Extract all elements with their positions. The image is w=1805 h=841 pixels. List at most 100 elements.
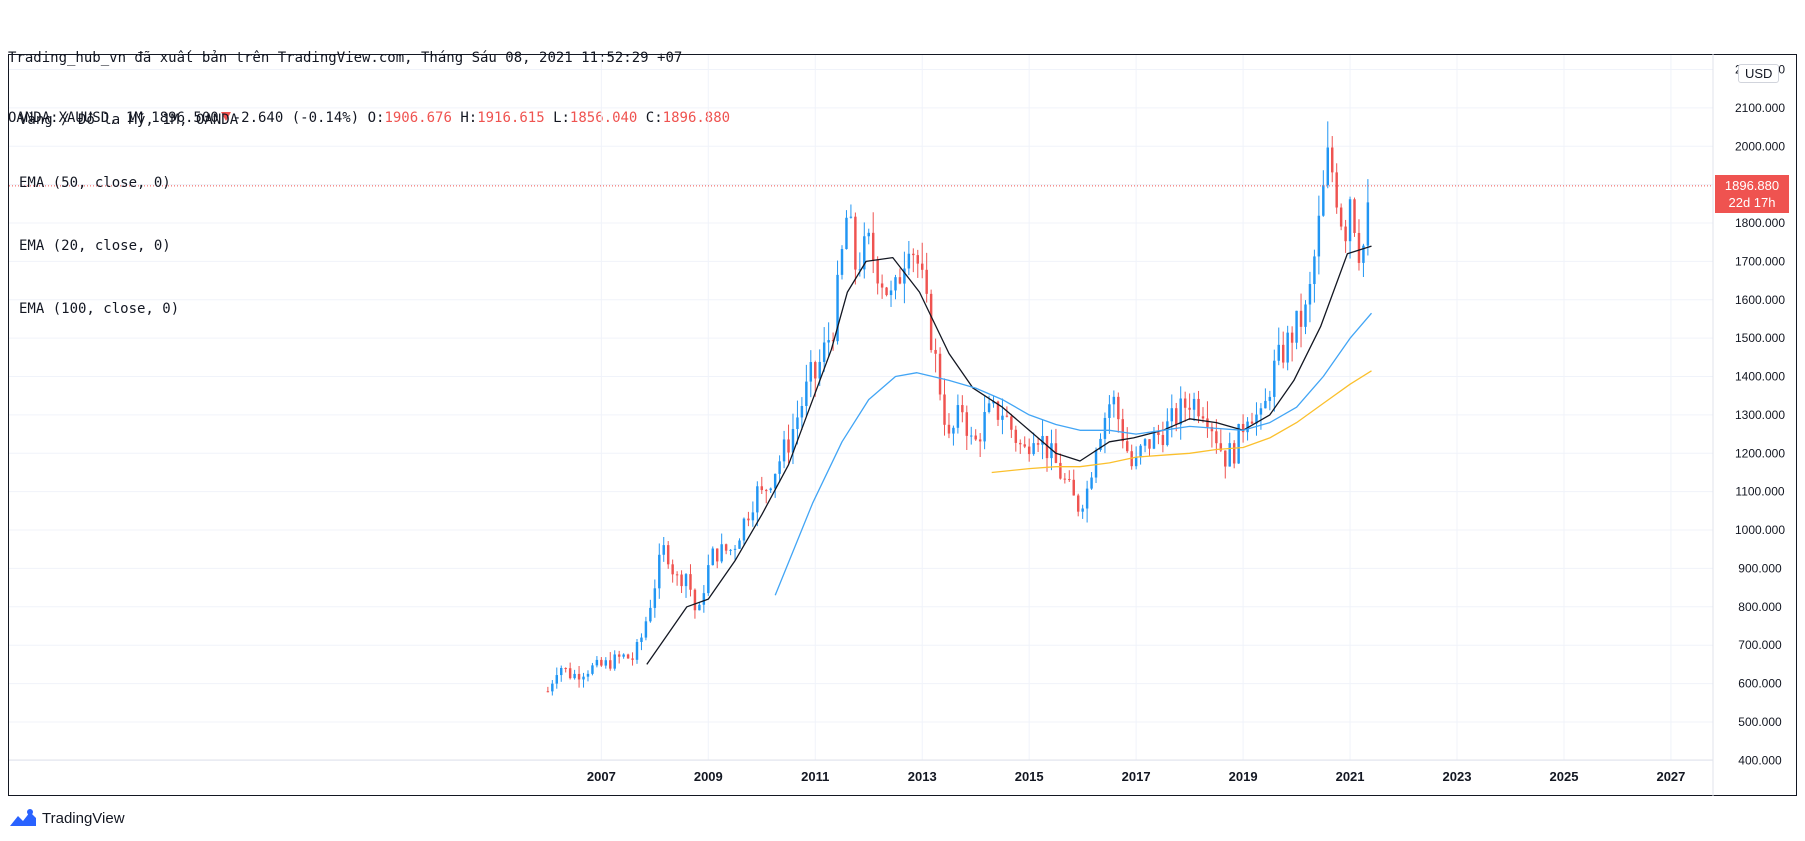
x-tick-label: 2025 (1550, 769, 1579, 784)
candle-body (1139, 445, 1142, 458)
candle-body (693, 589, 697, 611)
candle-body (1152, 432, 1156, 449)
low-value: 1856.040 (569, 110, 638, 126)
candle-body (756, 486, 759, 513)
legend-title: Vàng / Đô la Mỹ, 1M, OANDA (19, 112, 239, 128)
candle-body (622, 654, 625, 657)
y-tick-label: 400.000 (1738, 753, 1782, 767)
candle-body (920, 263, 924, 270)
candle-body (769, 488, 772, 491)
candle-body (1344, 226, 1347, 242)
y-tick-label: 1600.000 (1735, 293, 1785, 307)
x-tick-label: 2007 (587, 769, 616, 784)
x-tick-label: 2021 (1336, 769, 1365, 784)
candle-body (938, 353, 942, 395)
legend-ema20[interactable]: EMA (20, close, 0) (19, 238, 171, 254)
candle-body (1268, 396, 1272, 401)
tradingview-logo-icon[interactable] (8, 808, 38, 828)
candle-body (1041, 435, 1044, 445)
candle-body (1308, 284, 1312, 305)
candle-body (760, 486, 764, 491)
candle-body (1001, 415, 1004, 420)
candle-body (858, 269, 862, 271)
candle-body (1299, 310, 1303, 327)
candle-body (1072, 479, 1075, 496)
candle-body (1228, 443, 1231, 467)
down-triangle-icon (220, 112, 231, 121)
candle-body (845, 217, 848, 250)
candle-body (840, 249, 844, 275)
change-value: -2.640 (-0.14%) (232, 110, 360, 126)
chart-frame[interactable] (8, 54, 1797, 796)
candle-body (711, 548, 714, 566)
legend-ema100[interactable]: EMA (100, close, 0) (19, 301, 180, 317)
candle-body (662, 545, 665, 555)
candle-body (894, 277, 897, 291)
candle-body (1357, 232, 1361, 263)
candle-body (738, 540, 741, 549)
candle-body (809, 362, 813, 382)
candle-body (1143, 439, 1147, 446)
candle-body (1023, 444, 1026, 447)
candle-body (1076, 495, 1080, 512)
candle-body (1295, 310, 1298, 343)
candle-body (747, 518, 750, 521)
candle-body (671, 564, 674, 575)
candle-body (1326, 147, 1330, 186)
candle-body (1264, 400, 1267, 409)
candle-body (791, 429, 795, 453)
candle-body (1108, 404, 1111, 418)
ema50-line (774, 312, 1372, 596)
candle-body (907, 253, 911, 269)
candle-body (1050, 443, 1053, 459)
candle-body (751, 512, 755, 521)
candle-body (1085, 488, 1089, 509)
candle-body (929, 293, 933, 350)
chart-legend: Vàng / Đô la Mỹ, 1M, OANDA EMA (50, clos… (19, 68, 238, 341)
y-tick-label: 1700.000 (1735, 254, 1785, 268)
candle-body (1068, 479, 1071, 481)
candle-body (568, 668, 572, 679)
candle-body (814, 362, 817, 379)
candle-body (609, 660, 612, 669)
close-label: C: (645, 110, 663, 126)
x-tick-label: 2017 (1122, 769, 1151, 784)
candle-body (729, 549, 732, 551)
currency-badge[interactable]: USD (1738, 64, 1780, 83)
candle-body (1335, 172, 1338, 208)
candle-body (987, 403, 991, 412)
candle-body (560, 668, 563, 676)
ohlc-line: OANDA:XAUUSD, 1M 1896.500 -2.640 (-0.14%)… (8, 108, 730, 128)
candle-body (822, 342, 826, 362)
candle-body (617, 654, 621, 657)
candle-body (649, 607, 652, 622)
candle-body (925, 269, 928, 294)
candle-body (1166, 421, 1169, 446)
grid (9, 55, 1713, 761)
candle-body (854, 216, 857, 270)
candle-body (626, 654, 630, 659)
candle-body (849, 216, 853, 218)
y-tick-label: 1400.000 (1735, 370, 1785, 384)
candle-body (733, 548, 737, 550)
candle-body (666, 545, 670, 565)
candle-body (965, 412, 969, 436)
brand-name[interactable]: TradingView (42, 809, 125, 827)
candle-body (836, 274, 839, 342)
x-tick-label: 2013 (908, 769, 937, 784)
x-tick-label: 2015 (1015, 769, 1044, 784)
time-axis[interactable]: 2007 2009 2011 2013 2015 2017 2019 2021 2023 2025… (587, 769, 1686, 784)
candle-body (613, 654, 616, 669)
y-tick-label: 1800.000 (1735, 216, 1785, 230)
candle-body (934, 349, 937, 354)
legend-ema50[interactable]: EMA (50, close, 0) (19, 175, 171, 191)
candle-body (1219, 443, 1223, 451)
price-axis[interactable]: 400.000 500.000 600.000 700.000 800.000 900.0… (1735, 63, 1785, 768)
candles (546, 121, 1370, 696)
y-tick-label: 2000.000 (1735, 139, 1785, 153)
candle-body (1250, 421, 1254, 424)
candle-body (903, 268, 906, 284)
candle-body (551, 683, 554, 692)
candle-body (564, 668, 567, 670)
